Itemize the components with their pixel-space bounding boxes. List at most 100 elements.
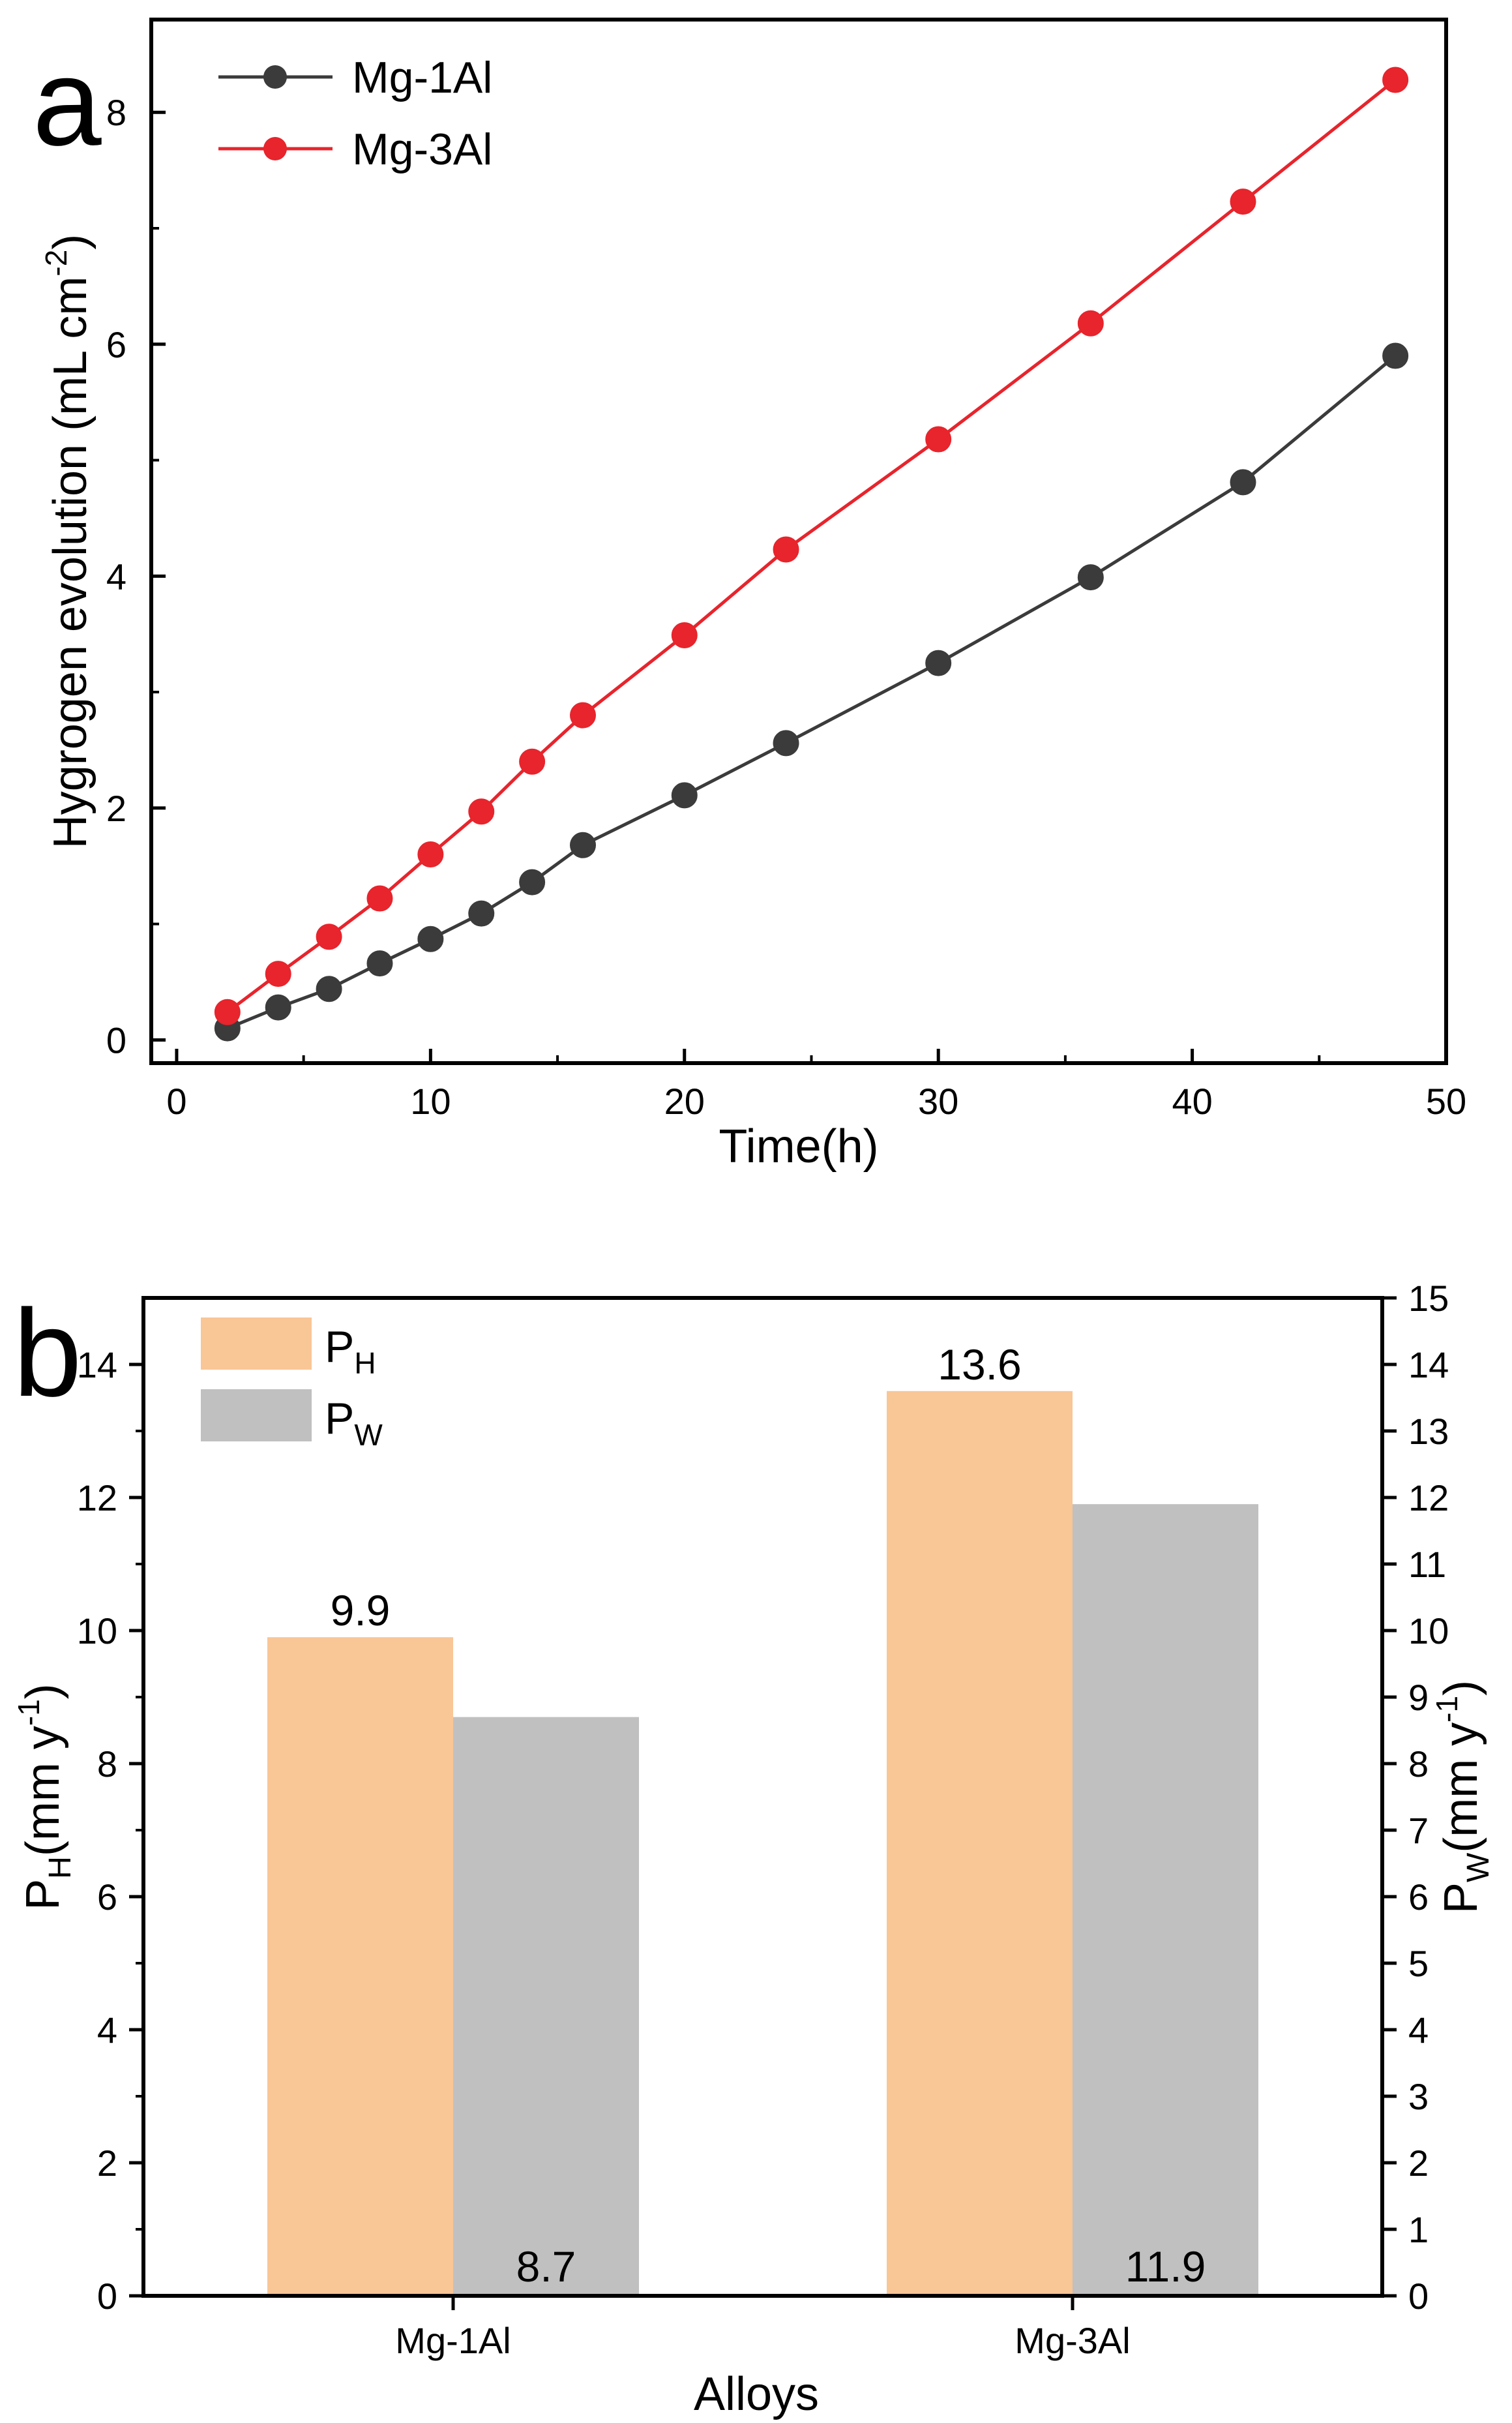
series-line-mg3al [226, 78, 1397, 1014]
bar-ph-1 [887, 1391, 1073, 2296]
b-right-y-tick-label: 11 [1408, 1544, 1446, 1585]
b-right-y-tick-label: 2 [1408, 2143, 1429, 2184]
legend-swatch-ph [201, 1317, 312, 1370]
data-point-mg1al [570, 832, 596, 858]
a-y-tick-label: 8 [106, 92, 126, 133]
data-point-mg3al [570, 702, 596, 729]
b-left-y-tick-label: 12 [77, 1477, 117, 1518]
data-point-mg3al [468, 798, 495, 825]
b-x-axis-label: Alloys [694, 2368, 819, 2420]
bar-chart-panel-b: b 9.98.713.611.9 Mg-1Al Mg-3Al02468101214… [12, 1278, 1496, 2420]
b-right-y-tick-label: 13 [1408, 1411, 1449, 1452]
b-plot-frame [141, 1296, 1384, 2298]
a-x-tick-label: 10 [410, 1081, 451, 1122]
bar-label-ph: 9.9 [331, 1586, 391, 1634]
b-left-y-tick-label: 4 [97, 2009, 117, 2051]
a-ticks: 0 10 20 30 40 50 0 2 4 6 8 [106, 92, 1466, 1122]
data-point-mg1al [366, 950, 393, 977]
data-point-mg3al [1077, 310, 1104, 337]
data-point-mg3al [671, 622, 698, 648]
data-point-mg1al [1230, 469, 1256, 496]
b-right-y-tick-label: 6 [1408, 1876, 1429, 1918]
data-point-mg3al [1382, 67, 1409, 93]
a-series-points [214, 67, 1409, 1042]
legend-label-mg1al: Mg-1Al [352, 53, 492, 102]
data-point-mg1al [468, 900, 495, 927]
legend-label-ph: PH [325, 1322, 376, 1380]
b-right-y-tick-label: 7 [1408, 1810, 1429, 1851]
a-x-tick-label: 30 [918, 1081, 958, 1122]
data-point-mg1al [519, 869, 546, 895]
a-plot-frame [149, 18, 1448, 1065]
legend-label-pw: PW [325, 1394, 383, 1452]
b-ticks: Mg-1Al Mg-3Al0246810121401234567891011121… [77, 1278, 1449, 2361]
data-point-mg3al [316, 924, 342, 950]
b-category-label: Mg-1Al [395, 2320, 511, 2361]
a-x-tick-label: 50 [1426, 1081, 1466, 1122]
data-point-mg1al [1382, 342, 1409, 369]
a-x-axis-label: Time(h) [719, 1121, 878, 1173]
data-point-mg3al [417, 841, 444, 867]
a-series-lines [226, 78, 1397, 1030]
data-point-mg1al [671, 782, 698, 809]
a-y-tick-label: 0 [106, 1019, 126, 1061]
a-x-tick-label: 40 [1172, 1081, 1212, 1122]
bar-pw-0 [453, 1717, 639, 2296]
legend-marker-mg1al [263, 65, 287, 89]
b-right-y-axis-label: PW(mm y-1) [1430, 1680, 1496, 1914]
bar-ph-0 [267, 1637, 453, 2296]
b-left-y-tick-label: 10 [77, 1610, 117, 1651]
panel-label-a: a [33, 33, 102, 172]
b-left-y-tick-label: 8 [97, 1743, 117, 1784]
series-line-mg1al [226, 354, 1397, 1030]
legend-label-mg3al: Mg-3Al [352, 125, 492, 174]
a-x-tick-label: 0 [166, 1081, 186, 1122]
data-point-mg1al [316, 976, 342, 1002]
bar-label-pw: 8.7 [516, 2242, 576, 2291]
legend-marker-mg3al [263, 137, 287, 160]
panel-label-b: b [13, 1284, 82, 1422]
b-right-y-tick-label: 12 [1408, 1477, 1449, 1518]
b-legend: PH PW [201, 1317, 383, 1452]
data-point-mg3al [773, 536, 799, 563]
data-point-mg3al [925, 426, 952, 453]
data-point-mg3al [214, 999, 241, 1025]
data-point-mg1al [265, 994, 291, 1021]
data-point-mg3al [265, 961, 291, 987]
b-left-y-axis-label: PH(mm y-1) [12, 1683, 78, 1910]
a-y-tick-label: 4 [106, 556, 126, 597]
b-right-y-tick-label: 5 [1408, 1943, 1429, 1984]
line-chart-panel-a: a 0 10 20 30 40 50 0 2 4 6 8 Time(h) Hygrogen evol… [33, 18, 1466, 1173]
b-right-y-tick-label: 9 [1408, 1677, 1429, 1718]
bar-label-pw: 11.9 [1125, 2242, 1206, 2291]
b-left-y-tick-label: 2 [97, 2143, 117, 2184]
data-point-mg3al [519, 748, 546, 775]
a-x-tick-label: 20 [664, 1081, 705, 1122]
b-right-y-tick-label: 8 [1408, 1743, 1429, 1784]
b-right-y-tick-label: 4 [1408, 2009, 1429, 2051]
b-left-y-tick-label: 14 [77, 1344, 117, 1385]
bar-pw-1 [1073, 1504, 1258, 2296]
b-bars: 9.9 8.7 13.6 11.9 [267, 1340, 1258, 2296]
a-y-axis-label: Hygrogen evolution (mL cm-2) [39, 234, 96, 849]
legend-swatch-pw [201, 1389, 312, 1441]
b-right-y-tick-label: 15 [1408, 1278, 1449, 1319]
bar-label-ph: 13.6 [938, 1340, 1021, 1389]
a-legend: Mg-1Al Mg-3Al [218, 53, 492, 174]
b-category-label: Mg-3Al [1015, 2320, 1130, 2361]
a-y-tick-label: 6 [106, 324, 126, 365]
data-point-mg3al [1230, 188, 1256, 215]
data-point-mg1al [1077, 564, 1104, 591]
b-right-y-tick-label: 1 [1408, 2209, 1429, 2250]
b-left-y-tick-label: 6 [97, 1876, 117, 1918]
b-left-y-tick-label: 0 [97, 2276, 117, 2317]
a-y-tick-label: 2 [106, 788, 126, 829]
data-point-mg1al [773, 730, 799, 757]
b-right-y-tick-label: 14 [1408, 1344, 1449, 1385]
data-point-mg1al [417, 926, 444, 952]
b-right-y-tick-label: 3 [1408, 2076, 1429, 2117]
data-point-mg3al [366, 885, 393, 912]
b-right-y-tick-label: 0 [1408, 2276, 1429, 2317]
b-right-y-tick-label: 10 [1408, 1610, 1449, 1651]
